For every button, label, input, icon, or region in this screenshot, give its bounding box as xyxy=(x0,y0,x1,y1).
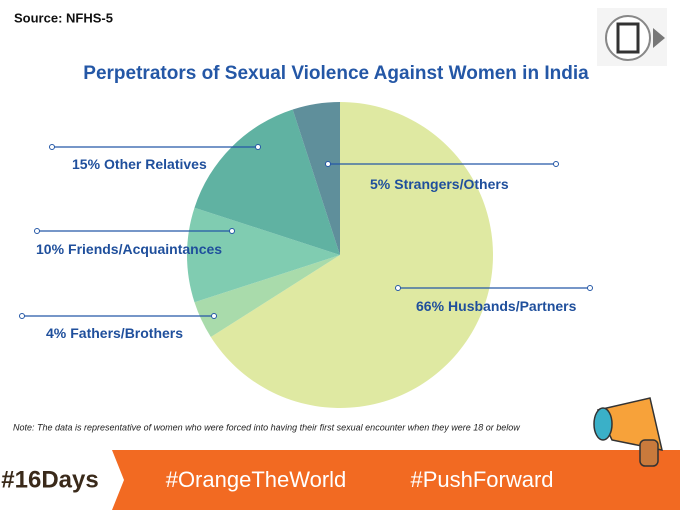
pie-slice xyxy=(194,109,340,256)
slice-value: 4% xyxy=(46,325,67,341)
connector-dot xyxy=(395,285,401,291)
pie xyxy=(187,102,494,408)
hashtag: #OrangeTheWorld xyxy=(166,467,347,492)
pie-slice xyxy=(194,255,340,337)
slice-category: Fathers/Brothers xyxy=(70,325,183,341)
pie-slice xyxy=(210,102,494,408)
slice-value: 10% xyxy=(36,241,65,257)
slice-category: Friends/Acquaintances xyxy=(68,241,222,257)
slice-category: Husbands/Partners xyxy=(448,298,577,314)
megaphone xyxy=(593,397,663,467)
slice-label: 5% Strangers/Others xyxy=(370,176,509,192)
labels: 66% Husbands/Partners 4% Fathers/Brothers 10… xyxy=(19,144,593,341)
logo xyxy=(597,8,667,66)
connector-dot xyxy=(49,144,55,150)
slice-category: Strangers/Others xyxy=(394,176,509,192)
megaphone-mouth xyxy=(593,407,613,441)
megaphone-hand xyxy=(639,439,659,467)
connector-dot xyxy=(255,144,261,150)
hashtag: #16Days xyxy=(1,466,98,493)
footer: #16Days #OrangeTheWorld #PushForward xyxy=(0,450,680,510)
chart-title: Perpetrators of Sexual Violence Against … xyxy=(83,63,589,84)
connector-dot xyxy=(553,161,559,167)
slice-label: 10% Friends/Acquaintances xyxy=(36,241,222,257)
slice-label: 4% Fathers/Brothers xyxy=(46,325,183,341)
slice-value: 66% xyxy=(416,298,445,314)
slice-label: 66% Husbands/Partners xyxy=(416,298,577,314)
connector-dot xyxy=(587,285,593,291)
footer-tag xyxy=(0,450,124,510)
pie-slice xyxy=(292,102,340,255)
connector-dot xyxy=(34,228,40,234)
note: Note: The data is representative of wome… xyxy=(13,422,520,432)
slice-category: Other Relatives xyxy=(104,156,207,172)
source: Source: NFHS-5 xyxy=(14,10,113,25)
connector-dot xyxy=(19,313,25,319)
logo-arrow xyxy=(653,28,665,48)
logo-mark xyxy=(616,22,640,54)
connector-dot xyxy=(211,313,217,319)
slice-value: 5% xyxy=(370,176,391,192)
slice-label: 15% Other Relatives xyxy=(72,156,207,172)
hashtag: #PushForward xyxy=(410,467,553,492)
connector-dot xyxy=(325,161,331,167)
slice-value: 15% xyxy=(72,156,101,172)
connector-dot xyxy=(229,228,235,234)
